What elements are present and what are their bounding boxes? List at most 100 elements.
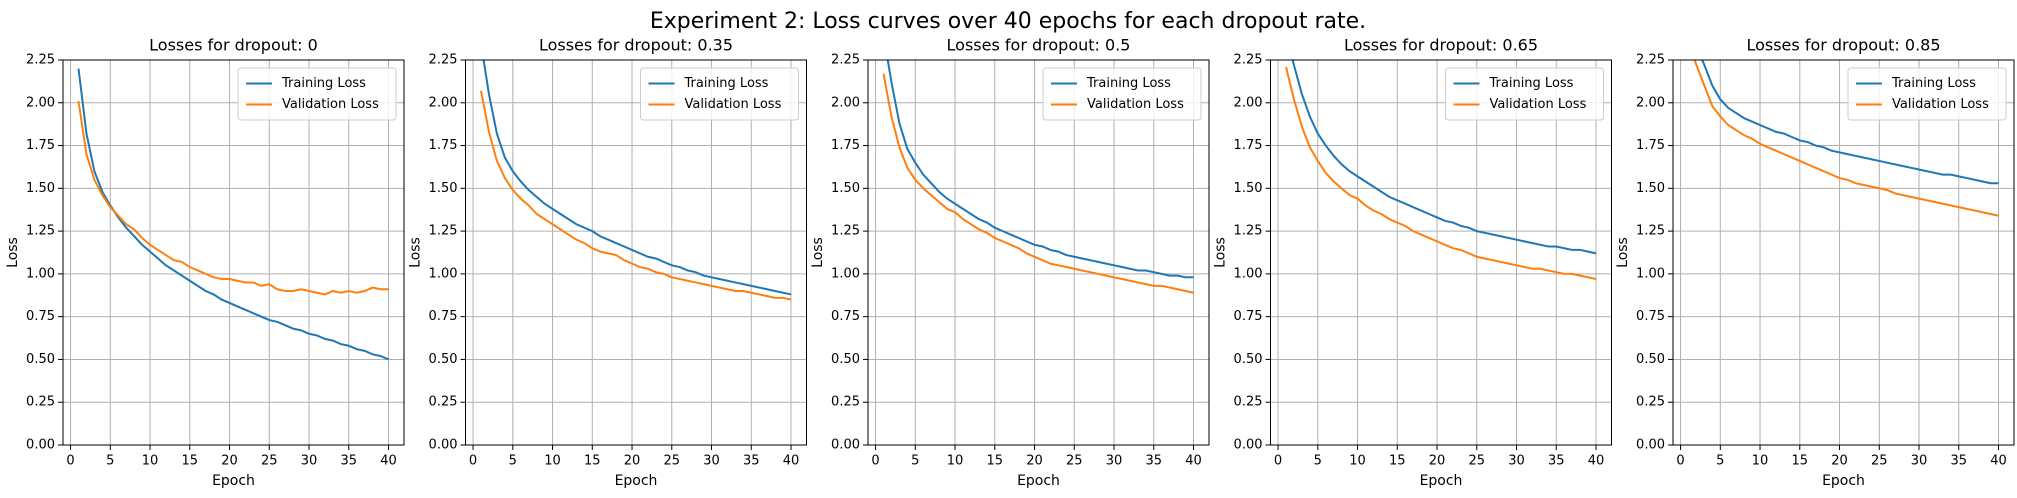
x-tick-label: 25 (1468, 454, 1485, 469)
subplot: Losses for dropout: 0.85 0 5 10 15 20 25 30 35 40… (1615, 36, 2015, 489)
x-tick-label: 15 (182, 454, 199, 469)
x-tick-label: 5 (509, 454, 517, 469)
x-tick-label: 25 (663, 454, 680, 469)
x-tick-label: 30 (1508, 454, 1525, 469)
x-tick-label: 0 (1274, 454, 1282, 469)
y-tick-label: 0.75 (1234, 309, 1263, 324)
x-tick-label: 20 (1026, 454, 1043, 469)
x-axis-label: Epoch (212, 473, 255, 489)
x-tick-label: 5 (1314, 454, 1322, 469)
legend-label: Training Loss (684, 76, 769, 91)
legend-box (237, 67, 397, 121)
y-tick-label: 2.25 (1234, 53, 1263, 68)
y-tick-label: 2.00 (26, 95, 55, 110)
y-tick-label: 1.00 (1636, 266, 1665, 281)
x-tick-label: 40 (380, 454, 397, 469)
y-tick-label: 1.25 (1234, 224, 1263, 239)
y-tick-label: 1.75 (831, 138, 860, 153)
x-tick-label: 20 (624, 454, 641, 469)
x-tick-label: 40 (783, 454, 800, 469)
x-tick-label: 10 (1349, 454, 1366, 469)
y-tick-label: 0.00 (1234, 438, 1263, 453)
y-tick-label: 1.00 (1234, 266, 1263, 281)
y-tick-label: 2.00 (429, 95, 458, 110)
y-axis-label: Loss (408, 237, 424, 268)
figure-title: Experiment 2: Loss curves over 40 epochs… (650, 9, 1366, 34)
y-tick-label: 0.75 (1636, 309, 1665, 324)
y-axis-label: Loss (810, 237, 826, 268)
x-axis-label: Epoch (615, 473, 658, 489)
y-tick-label: 1.00 (26, 266, 55, 281)
y-tick-label: 1.75 (26, 138, 55, 153)
legend-label: Validation Loss (1490, 97, 1587, 112)
y-tick-label: 2.25 (26, 53, 55, 68)
plot-lines (1693, 60, 1999, 217)
axes-frame (465, 59, 807, 446)
x-tick-label: 20 (1831, 454, 1848, 469)
y-tick-label: 0.00 (429, 438, 458, 453)
y-axis-label: Loss (1615, 237, 1631, 268)
line-series (482, 60, 792, 296)
y-tick-label: 1.50 (831, 181, 860, 196)
subplot: Losses for dropout: 0.5 0 5 10 15 20 25 30 35 40 0… (810, 36, 1210, 489)
y-tick-label: 2.25 (1636, 53, 1665, 68)
legend: Training Loss Validation Loss (1042, 67, 1202, 121)
legend: Training Loss Validation Loss (237, 67, 397, 121)
line-series (1291, 60, 1597, 255)
x-tick-label: 10 (1752, 454, 1769, 469)
x-tick-label: 35 (1548, 454, 1565, 469)
legend-label: Validation Loss (685, 97, 782, 112)
x-tick-label: 40 (1185, 454, 1202, 469)
plot-lines (1285, 60, 1597, 280)
x-tick-label: 0 (469, 454, 477, 469)
y-tick-label: 1.50 (1234, 181, 1263, 196)
x-tick-label: 5 (1716, 454, 1724, 469)
legend: Training Loss Validation Loss (640, 67, 799, 121)
y-tick-label: 1.75 (1234, 138, 1263, 153)
subplot-title: Losses for dropout: 0.85 (1746, 36, 1940, 55)
y-tick-label: 1.25 (26, 224, 55, 239)
plot-lines (77, 68, 389, 361)
legend-box (640, 67, 799, 121)
legend-box (1042, 67, 1202, 121)
x-tick-label: 25 (261, 454, 278, 469)
y-tick-label: 0.75 (429, 309, 458, 324)
y-axis-label: Loss (5, 237, 21, 268)
subplot-title: Losses for dropout: 0 (149, 36, 318, 55)
y-tick-label: 1.50 (1636, 181, 1665, 196)
x-tick-label: 15 (987, 454, 1004, 469)
axes-frame (62, 59, 405, 446)
line-series (882, 73, 1194, 294)
plot-lines (480, 60, 792, 301)
y-tick-label: 1.75 (1636, 138, 1665, 153)
x-axis-label: Epoch (1420, 473, 1463, 489)
line-series (77, 100, 389, 296)
line-series (77, 68, 389, 361)
subplot: Losses for dropout: 0 0 5 10 15 20 25 30 35 40 0.0… (5, 36, 405, 489)
x-tick-label: 35 (1950, 454, 1967, 469)
axes-frame (1672, 59, 2015, 446)
x-tick-label: 5 (106, 454, 114, 469)
legend-label: Training Loss (1086, 76, 1171, 91)
x-tick-label: 35 (743, 454, 760, 469)
y-tick-label: 1.25 (1636, 224, 1665, 239)
y-tick-label: 1.25 (429, 224, 458, 239)
legend-box (1847, 67, 2007, 121)
x-tick-label: 30 (703, 454, 720, 469)
y-tick-label: 2.00 (1636, 95, 1665, 110)
subplot-title: Losses for dropout: 0.35 (539, 36, 733, 55)
y-tick-label: 0.75 (26, 309, 55, 324)
y-tick-label: 1.00 (429, 266, 458, 281)
legend-label: Validation Loss (1892, 97, 1989, 112)
x-tick-label: 40 (1588, 454, 1605, 469)
y-tick-label: 0.25 (26, 395, 55, 410)
x-tick-label: 40 (1990, 454, 2007, 469)
line-series (1701, 60, 1999, 185)
legend-label: Training Loss (281, 76, 366, 91)
x-tick-label: 35 (1145, 454, 1162, 469)
legend-label: Validation Loss (1087, 97, 1184, 112)
y-axis-label: Loss (1213, 237, 1229, 268)
y-tick-label: 0.00 (26, 438, 55, 453)
axes-frame (867, 59, 1210, 446)
line-series (1693, 60, 1999, 217)
